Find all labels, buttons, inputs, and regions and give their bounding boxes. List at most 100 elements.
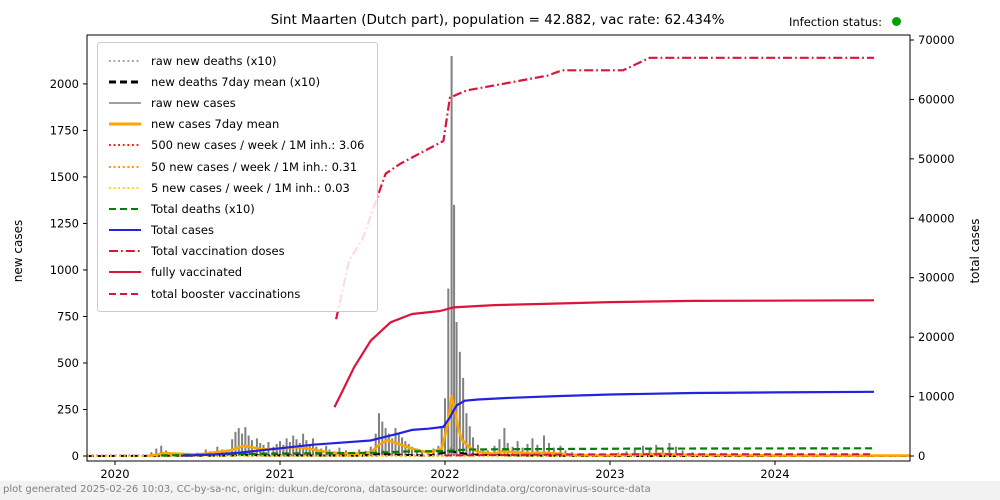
series-raw-new-cases-bar (493, 445, 496, 456)
legend-item-label: new deaths 7day mean (x10) (151, 74, 321, 89)
right-tick-label: 40000 (918, 211, 955, 225)
left-tick-label: 0 (72, 449, 79, 463)
legend-item-label: raw new cases (151, 95, 236, 110)
series-raw-new-cases-bar (155, 448, 158, 456)
legend-item-label: raw new deaths (x10) (151, 53, 277, 68)
series-raw-new-cases-bar (642, 445, 644, 456)
legend-line-sample-dashdot-icon (109, 250, 141, 253)
series-fully-vaccinated-line (333, 299, 875, 408)
series-raw-new-cases-bar (503, 428, 506, 456)
legend-item: raw new deaths (x10) (108, 50, 365, 71)
infection-status-dot-icon (892, 17, 901, 26)
right-tick-label: 50000 (918, 152, 955, 166)
series-raw-new-cases-bar (633, 448, 636, 456)
series-raw-new-cases-bar (411, 446, 413, 456)
plot-border (86, 34, 911, 462)
legend-item: 5 new cases / week / 1M inh.: 0.03 (108, 177, 365, 198)
legend-item-label: total booster vaccinations (151, 286, 301, 301)
legend-line-sample-dashed-icon (109, 207, 141, 210)
legend-line-sample-solid-icon (109, 271, 141, 274)
legend-item-label: fully vaccinated (151, 265, 243, 280)
legend-item: raw new cases (108, 92, 365, 113)
legend-item-label: 5 new cases / week / 1M inh.: 0.03 (151, 180, 350, 195)
legend-line-sample-solid-icon (109, 122, 141, 126)
series-raw-new-cases-bar (453, 204, 456, 456)
series-raw-new-cases-bar (312, 438, 314, 456)
left-tick-label: 750 (57, 309, 79, 323)
series-raw-new-cases-bar (234, 431, 237, 456)
series-raw-new-cases-bar (559, 445, 562, 456)
legend-line-sample-dotted-icon (109, 144, 141, 147)
right-tick-label: 20000 (918, 330, 955, 344)
series-raw-new-cases-bar (543, 435, 545, 456)
series-raw-new-cases-bar (450, 56, 453, 456)
right-tick-label: 70000 (918, 33, 955, 47)
left-tick-label: 2000 (50, 77, 79, 91)
series-raw-new-cases-bar (477, 444, 479, 456)
series-raw-new-cases-bar (661, 447, 664, 456)
series-total-booster-vaccinations-line (444, 453, 875, 457)
series-raw-new-cases-bar (338, 447, 341, 456)
right-tick-label: 60000 (918, 92, 955, 106)
legend-line-sample-dashed-icon (109, 80, 141, 84)
infection-status-label: Infection status: (789, 15, 883, 29)
series-total-vaccination-doses-line (335, 56, 874, 320)
right-tick-label: 0 (918, 449, 925, 463)
legend-item: new deaths 7day mean (x10) (108, 71, 365, 92)
series-raw-new-cases-bar (531, 438, 534, 456)
series-raw-new-cases-bar (447, 288, 450, 456)
x-tick-label: 2024 (760, 467, 789, 481)
series-raw-new-cases-bar (237, 428, 240, 456)
title-row: Sint Maarten (Dutch part), population = … (0, 10, 1000, 32)
series-raw-new-cases-bar (440, 428, 443, 456)
legend-item: new cases 7day mean (108, 114, 365, 135)
series-raw-new-cases-bar (221, 449, 224, 456)
series-raw-new-cases-bar (381, 421, 384, 456)
legend-item: Total cases (108, 220, 365, 241)
footer-text: plot generated 2025-02-26 10:03, CC-by-s… (3, 484, 651, 495)
legend-line-sample-dotted-icon (109, 59, 141, 62)
left-tick-label: 1000 (50, 263, 79, 277)
series-raw-new-cases-bar (552, 447, 555, 456)
series-total-deaths-x10--line (161, 447, 875, 457)
legend-item: fully vaccinated (108, 262, 365, 283)
legend-item: 500 new cases / week / 1M inh.: 3.06 (108, 135, 365, 156)
series-raw-new-cases-bar (681, 450, 684, 456)
legend-item-label: 500 new cases / week / 1M inh.: 3.06 (151, 138, 365, 153)
series-raw-new-cases-bar (298, 442, 301, 456)
series-raw-new-cases-bar (160, 445, 163, 456)
legend-line-sample-solid-icon (109, 229, 141, 232)
series-raw-new-cases-bar (655, 444, 658, 456)
left-tick-label: 1750 (50, 123, 79, 137)
series-raw-new-cases-bar (308, 444, 311, 456)
series-raw-new-cases-bar (465, 413, 468, 456)
legend-item: Total vaccination doses (108, 241, 365, 262)
series-raw-new-cases-bar (420, 450, 423, 456)
x-tick-label: 2023 (595, 467, 624, 481)
series-raw-new-cases-bar (387, 433, 390, 456)
right-tick-label: 10000 (918, 390, 955, 404)
left-axis-title: new cases (11, 219, 25, 283)
series-raw-new-cases-bar (374, 433, 377, 456)
legend-item-label: Total deaths (x10) (151, 201, 255, 216)
series-raw-new-cases-bar (462, 377, 465, 456)
series-raw-new-cases-bar (404, 441, 407, 456)
footer-bar: plot generated 2025-02-26 10:03, CC-by-s… (0, 481, 1000, 500)
series-raw-new-cases-bar (401, 437, 404, 456)
legend-item-label: Total vaccination doses (151, 244, 285, 259)
series-raw-new-cases-bar (244, 427, 247, 456)
series-raw-new-cases-bar (407, 443, 410, 456)
legend-box: raw new deaths (x10) new deaths 7day mean… (97, 42, 378, 313)
x-tick-label: 2022 (430, 467, 459, 481)
series-raw-new-cases-bar (241, 433, 244, 456)
legend-line-sample-dashed-icon (109, 292, 141, 295)
series-raw-new-cases-bar (498, 439, 501, 456)
legend-item: total booster vaccinations (108, 283, 365, 304)
x-tick-label: 2021 (265, 467, 294, 481)
legend-item: Total deaths (x10) (108, 198, 365, 219)
right-axis-title: total cases (968, 218, 982, 284)
series-raw-new-cases-bar (288, 442, 291, 456)
series-raw-new-cases-bar (455, 322, 458, 456)
